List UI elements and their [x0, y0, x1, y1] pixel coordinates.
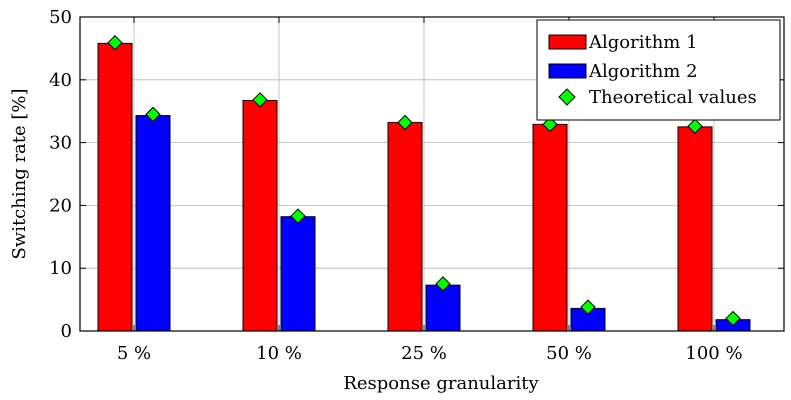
legend-swatch-algorithm-2: [548, 63, 587, 79]
y-tick-label: 30: [49, 133, 72, 154]
legend-swatch-algorithm-1: [548, 34, 587, 50]
axes-layer: [79, 16, 785, 332]
ticks-layer: 0 10 20 30 40 50 5 % 10 % 25 % 50 % 100 %: [49, 7, 784, 364]
theoretical-marker: [107, 35, 123, 51]
x-tick-label: 25 %: [401, 343, 447, 364]
legend-label-algorithm-1: Algorithm 1: [588, 32, 698, 53]
theoretical-marker: [580, 299, 596, 315]
x-tick-label: 10 %: [256, 343, 302, 364]
theoretical-marker: [290, 208, 306, 224]
legend-label-theoretical: Theoretical values: [589, 87, 757, 108]
legend: Algorithm 1 Algorithm 2 Theoretical valu…: [536, 19, 781, 121]
x-tick-label: 50 %: [546, 343, 592, 364]
bar-algorithm-1: [677, 126, 713, 332]
legend-marker-theoretical: [558, 88, 576, 106]
theoretical-marker: [542, 116, 558, 133]
plot-frame: [79, 16, 785, 332]
y-tick-label: 50: [49, 7, 72, 28]
theoretical-marker: [252, 92, 268, 108]
bars-layer: [97, 42, 751, 332]
y-tick-label: 40: [49, 70, 72, 91]
legend-label-algorithm-2: Algorithm 2: [588, 61, 698, 82]
y-tick-label: 0: [61, 321, 72, 342]
markers-layer: [107, 35, 741, 327]
bar-algorithm-2: [135, 115, 171, 332]
y-tick-label: 10: [49, 258, 72, 279]
bar-algorithm-1: [387, 122, 423, 332]
theoretical-marker: [687, 118, 703, 134]
bar-algorithm-2: [280, 216, 316, 332]
bar-algorithm-1: [532, 123, 568, 332]
theoretical-marker: [145, 106, 161, 123]
theoretical-marker: [397, 114, 413, 131]
y-tick-label: 20: [49, 195, 72, 216]
theoretical-marker: [725, 310, 741, 327]
x-tick-label: 100 %: [685, 343, 742, 364]
grid-layer: [80, 17, 784, 331]
x-axis-title: Response granularity: [343, 373, 539, 394]
bar-algorithm-2: [425, 284, 461, 332]
bar-algorithm-1: [242, 100, 278, 332]
y-axis-title: Switching rate [%]: [9, 88, 30, 259]
x-tick-label: 5 %: [117, 343, 151, 364]
theoretical-marker: [435, 276, 451, 292]
bar-algorithm-1: [97, 42, 133, 332]
